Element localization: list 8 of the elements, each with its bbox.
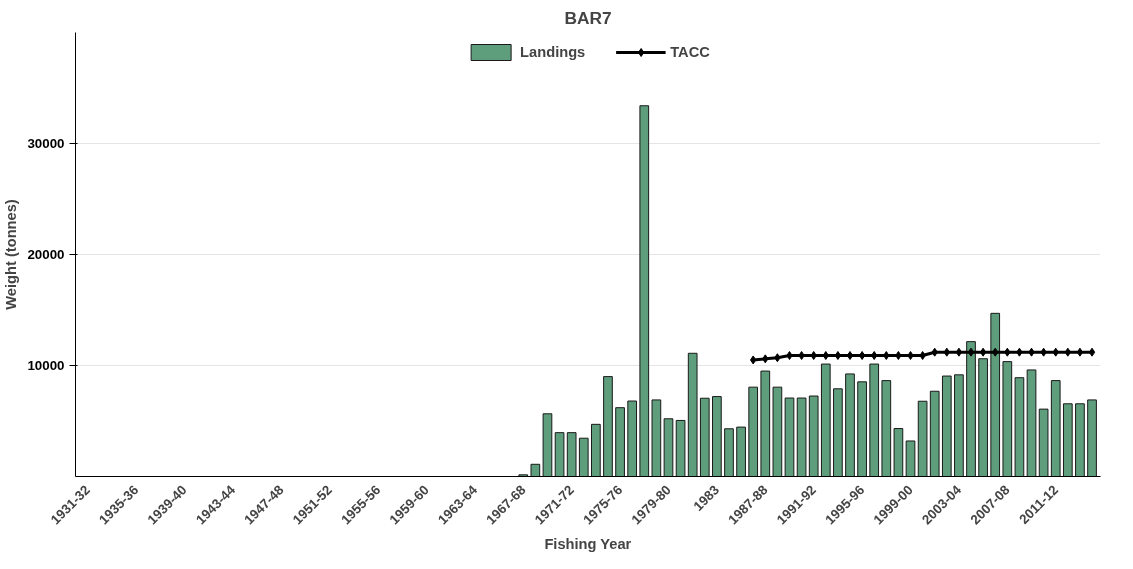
- y-axis-title: Weight (tonnes): [3, 199, 20, 310]
- chart-title: BAR7: [564, 7, 612, 28]
- legend-label: Landings: [520, 44, 586, 60]
- y-tick-label: 20000: [27, 247, 65, 262]
- y-tick-label: 30000: [27, 136, 65, 151]
- x-axis-title: Fishing Year: [544, 536, 632, 553]
- y-tick-label: 10000: [27, 358, 65, 373]
- legend-label: TACC: [670, 44, 710, 60]
